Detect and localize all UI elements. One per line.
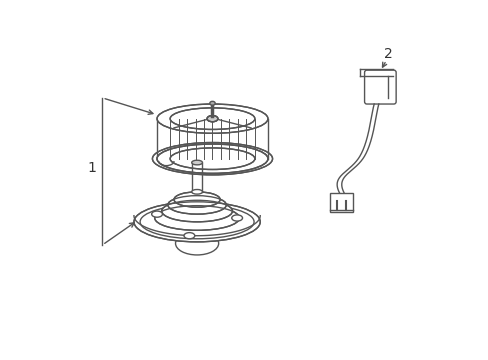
Ellipse shape xyxy=(191,160,202,165)
Ellipse shape xyxy=(170,108,254,130)
Ellipse shape xyxy=(140,205,254,239)
Ellipse shape xyxy=(170,148,254,170)
Ellipse shape xyxy=(191,189,202,194)
Text: 2: 2 xyxy=(383,47,392,61)
Ellipse shape xyxy=(175,232,218,255)
Text: 1: 1 xyxy=(87,161,96,175)
Ellipse shape xyxy=(157,144,267,173)
FancyBboxPatch shape xyxy=(364,70,395,104)
Ellipse shape xyxy=(207,116,218,122)
Ellipse shape xyxy=(174,192,220,207)
Ellipse shape xyxy=(151,211,162,217)
Ellipse shape xyxy=(157,104,267,133)
Ellipse shape xyxy=(157,144,267,173)
Ellipse shape xyxy=(231,215,242,221)
Ellipse shape xyxy=(167,195,226,214)
Ellipse shape xyxy=(162,200,232,222)
Ellipse shape xyxy=(152,143,272,175)
Ellipse shape xyxy=(183,233,194,239)
FancyBboxPatch shape xyxy=(329,193,353,212)
Ellipse shape xyxy=(134,202,260,242)
Ellipse shape xyxy=(154,206,239,230)
Ellipse shape xyxy=(207,116,218,122)
Ellipse shape xyxy=(209,101,215,105)
